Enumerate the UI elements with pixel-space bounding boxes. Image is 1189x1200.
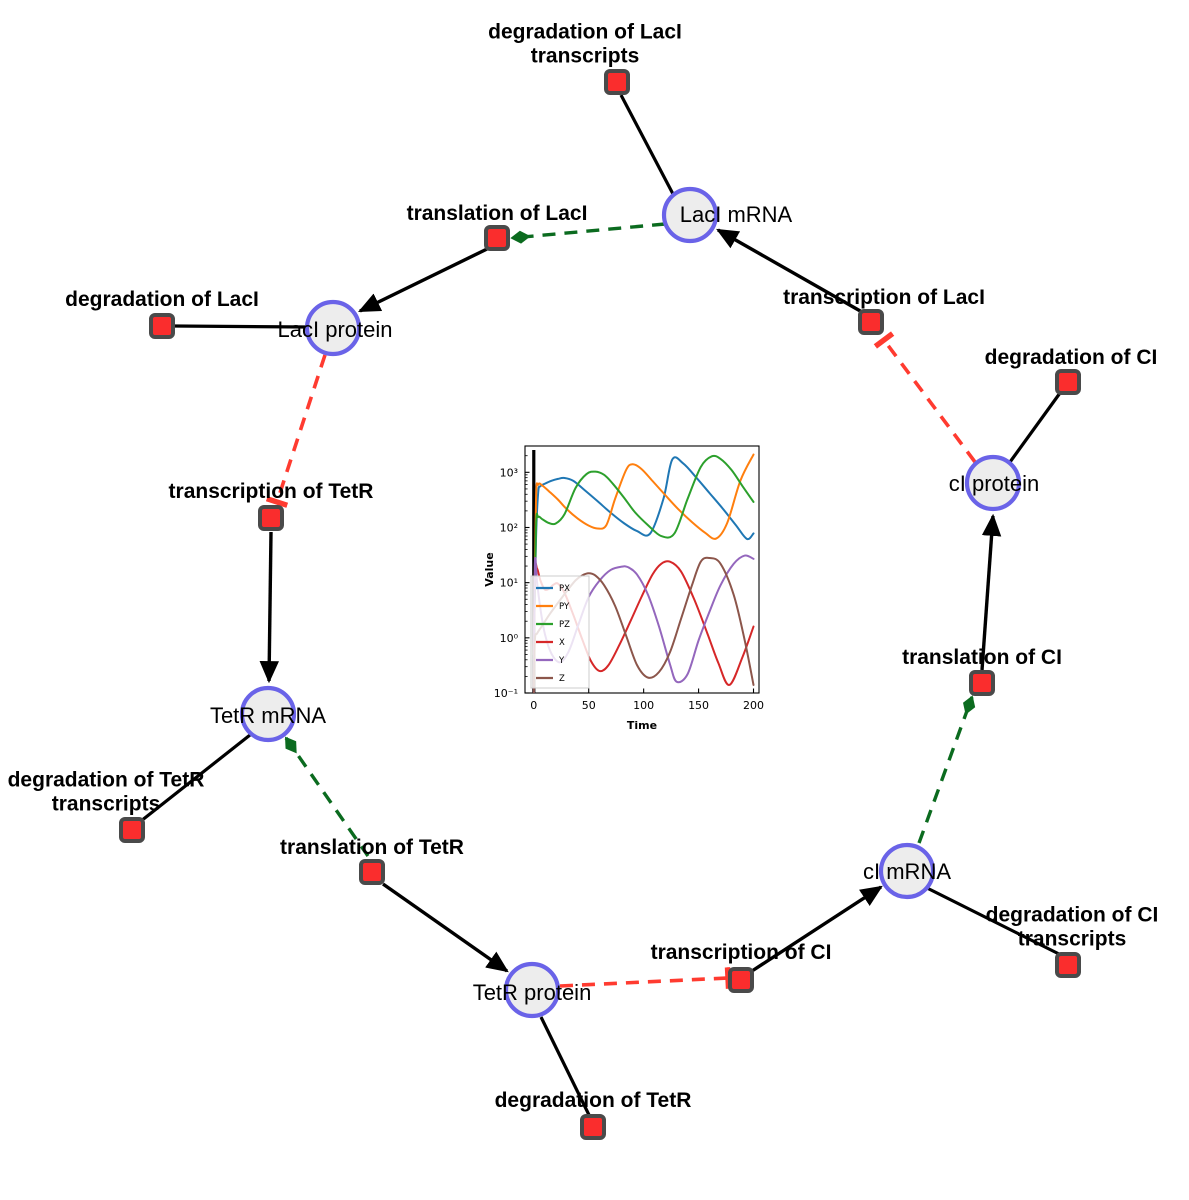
edge-txtetR-tetRmrna <box>259 531 279 684</box>
reaction-node-degradation-tetR-transcripts[interactable] <box>119 817 145 843</box>
reaction-node-translation-lacI[interactable] <box>484 225 510 251</box>
edge-tetRprotein-txcI <box>559 967 732 989</box>
edge-trlcI-cIprotein <box>980 513 1002 671</box>
x-tick-label: 200 <box>743 699 764 712</box>
edge-cIprotein-txlacI <box>873 331 977 464</box>
reaction-node-degradation-lacI-transcripts[interactable] <box>604 69 630 95</box>
edge-lacIprotein-txtetR <box>265 354 327 508</box>
edge-lacImrna-degtx <box>619 94 675 195</box>
edge-txcI-cImrna <box>751 885 883 973</box>
reaction-node-degradation-cI[interactable] <box>1055 369 1081 395</box>
species-node-tetR-mrna[interactable] <box>239 685 297 743</box>
reaction-node-degradation-lacI[interactable] <box>149 313 175 339</box>
reaction-node-degradation-tetR[interactable] <box>580 1114 606 1140</box>
edge-trltetR-tetRprotein <box>382 882 509 973</box>
edge-txlacI-lacImrna <box>716 228 863 314</box>
edge-layer <box>140 94 1062 1118</box>
chart-legend: PX PY PZ XYZ <box>530 575 590 689</box>
reaction-node-layer <box>119 69 1081 1140</box>
edge-trllacI-lacIprotein <box>358 247 488 313</box>
x-tick-label: 150 <box>688 699 709 712</box>
legend-label-PX: PX <box>559 584 570 594</box>
reaction-node-transcription-lacI[interactable] <box>858 309 884 335</box>
edge-trltetR-tetRmrna <box>284 736 370 857</box>
inset-background <box>477 438 767 751</box>
edge-cImrna-degcItx <box>926 886 1062 957</box>
edge-degcI-cIprotein <box>1008 392 1062 463</box>
legend-box <box>530 575 590 689</box>
y-tick-label: 10⁰ <box>500 632 519 645</box>
reaction-node-translation-tetR[interactable] <box>359 859 385 885</box>
reaction-node-transcription-tetR[interactable] <box>258 505 284 531</box>
y-tick-label: 10³ <box>500 466 518 479</box>
inset-timecourse-plot: 10⁻¹ 10⁰ 10¹ 10² 10³ 0 50 100 150 200 Time Value PX P… <box>477 438 767 751</box>
species-node-cI-protein[interactable] <box>964 454 1022 512</box>
reaction-node-translation-cI[interactable] <box>969 670 995 696</box>
series-line-PY <box>532 453 755 656</box>
series-layer <box>532 450 755 693</box>
x-tick-label: 50 <box>582 699 596 712</box>
legend-label-PZ: PZ <box>559 620 570 630</box>
series-line-PZ <box>532 454 755 661</box>
plot-frame <box>524 445 760 694</box>
y-tick-label: 10¹ <box>500 577 518 590</box>
legend-label-Z: Z <box>559 674 565 684</box>
edge-trllacI-lacImrna <box>510 222 666 244</box>
x-tick-label: 100 <box>633 699 654 712</box>
y-tick-label: 10⁻¹ <box>494 687 518 700</box>
edge-trlcI-cImrna <box>917 695 976 844</box>
species-node-lacI-mrna[interactable] <box>661 186 719 244</box>
reaction-node-transcription-cI[interactable] <box>728 967 754 993</box>
y-tick-label: 10² <box>500 521 518 534</box>
x-tick-label: 0 <box>530 699 537 712</box>
edge-tetRprotein-degtetR <box>539 1016 592 1118</box>
species-node-tetR-protein[interactable] <box>503 961 561 1019</box>
legend-label-Y: Y <box>558 656 565 666</box>
edge-deglacI-lacIprotein <box>173 324 308 329</box>
series-line-PX <box>532 456 755 656</box>
species-node-lacI-protein[interactable] <box>304 299 362 357</box>
legend-label-X: X <box>559 638 565 648</box>
x-axis-title: Time <box>627 719 657 732</box>
reaction-node-degradation-cI-transcripts[interactable] <box>1055 952 1081 978</box>
species-node-cI-mrna[interactable] <box>878 842 936 900</box>
legend-label-PY: PY <box>559 602 570 612</box>
species-node-layer <box>239 186 1022 1019</box>
edge-tetRmrna-degtetRtx <box>140 733 251 823</box>
y-axis-title: Value <box>483 552 496 586</box>
